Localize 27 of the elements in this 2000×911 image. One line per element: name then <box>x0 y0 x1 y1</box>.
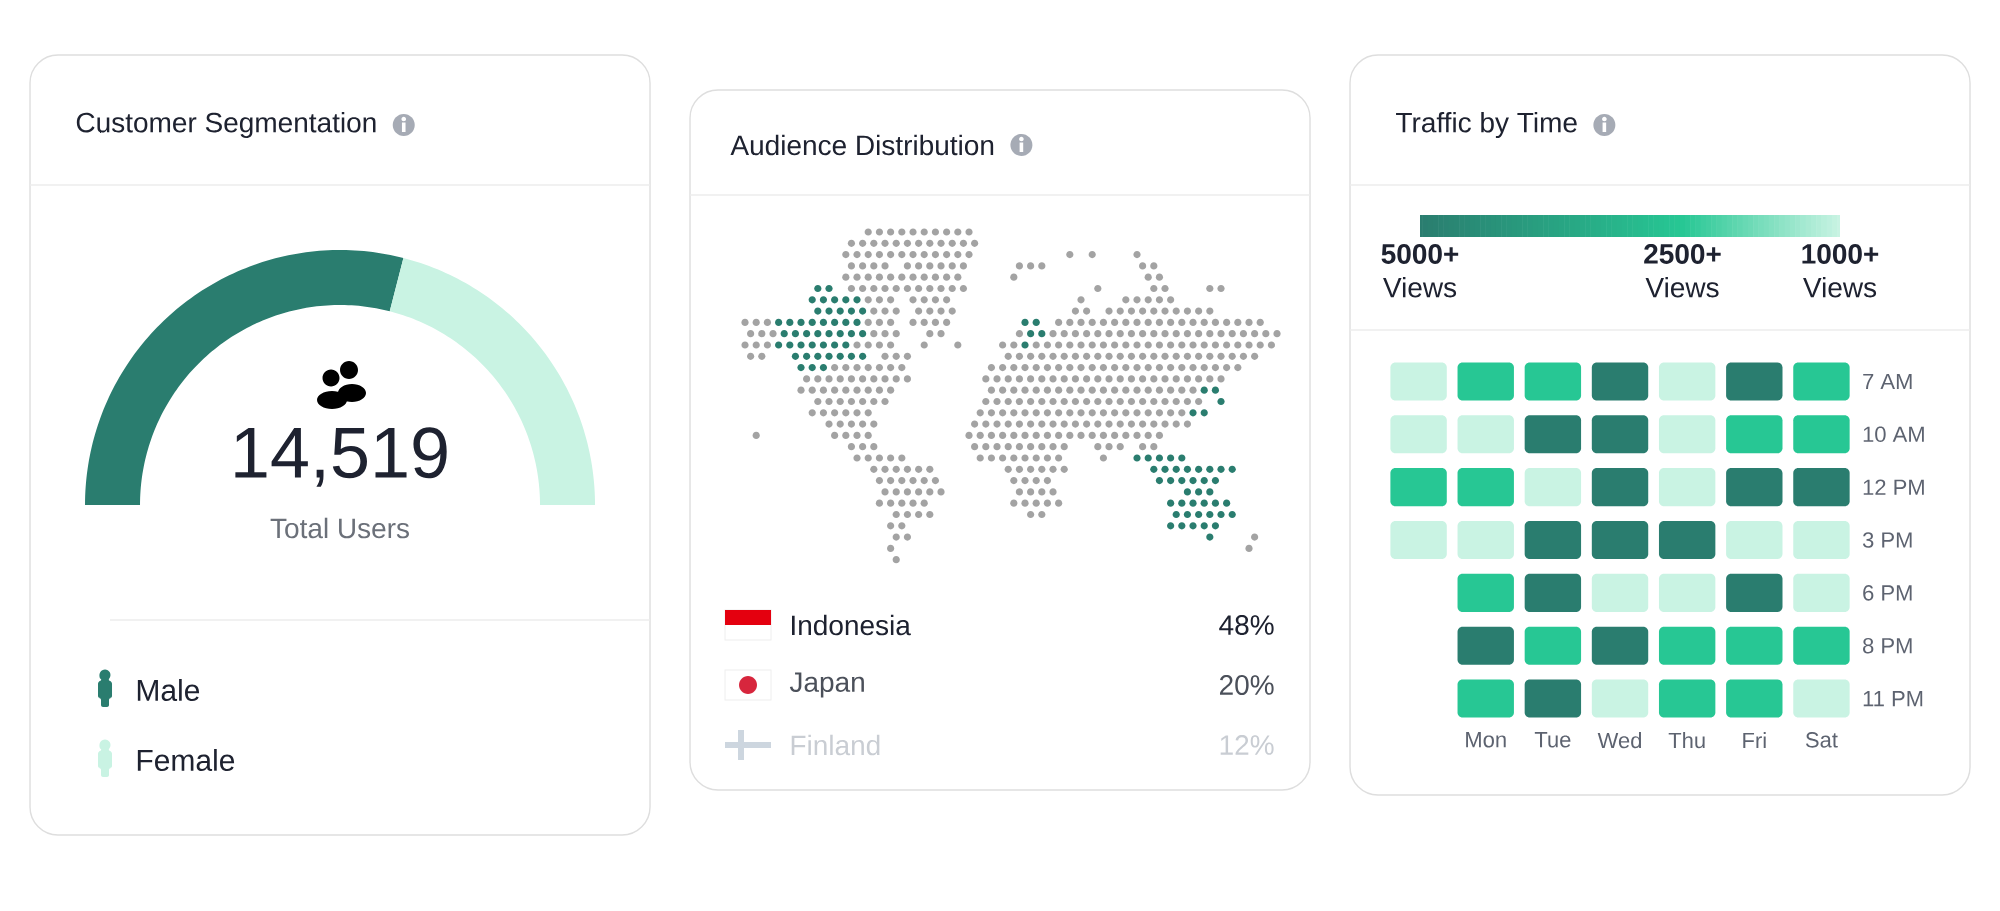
category-label: Japan <box>789 672 864 698</box>
chart-title: Customer Segmentation <box>76 111 376 139</box>
chart-title: Traffic by Time <box>1396 111 1577 139</box>
y-tick-label: 11 PM <box>1863 691 1923 707</box>
y-tick-label: 12 PM <box>1863 479 1924 495</box>
text: Total Users <box>270 517 409 539</box>
text: 20% <box>1219 675 1274 695</box>
y-tick-label: 3 PM <box>1862 532 1912 548</box>
x-tick-label: Wed <box>1597 732 1642 749</box>
x-tick-label: Sat <box>1805 732 1838 748</box>
legend-label: Male <box>137 678 200 701</box>
text: Audience Distribution <box>730 134 994 156</box>
color-bar-label: 1000+ Views <box>1802 244 1879 298</box>
text: 48% <box>1219 615 1274 635</box>
x-tick-label: Fri <box>1743 732 1766 749</box>
color-bar-label: 2500+ Views <box>1644 244 1721 298</box>
text: 14,519 <box>235 427 447 487</box>
y-tick-label: 10 AM <box>1863 426 1924 443</box>
color-bar-label: 5000+ Views <box>1381 244 1459 298</box>
category-label: Indonesia <box>792 614 911 636</box>
y-tick-label: 7 AM <box>1863 373 1912 389</box>
x-tick-label: Tue <box>1534 732 1571 748</box>
y-tick-label: 8 PM <box>1863 637 1912 654</box>
y-tick-label: 6 PM <box>1863 585 1912 601</box>
x-tick-label: Thu <box>1668 732 1705 749</box>
x-tick-label: Mon <box>1466 732 1506 748</box>
legend-label: Female <box>137 748 235 771</box>
